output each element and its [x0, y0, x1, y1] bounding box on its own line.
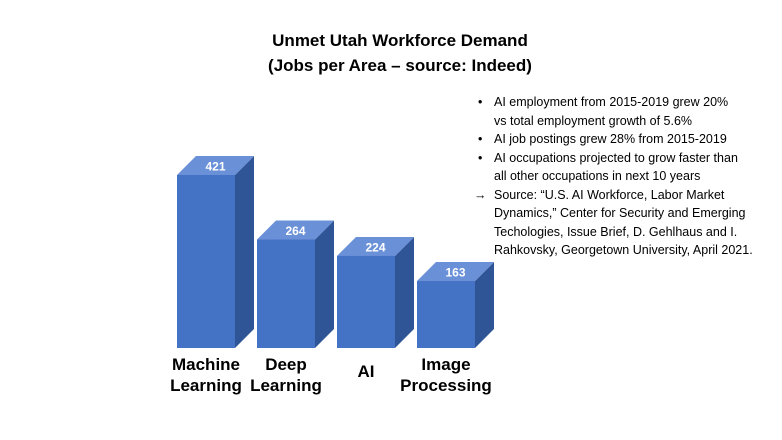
notes-list: • AI employment from 2015-2019 grew 20% v…	[474, 93, 774, 260]
category-label: Image	[421, 355, 470, 374]
category-label: Learning	[170, 376, 242, 395]
category-label: AI	[358, 362, 375, 381]
note-item: • AI employment from 2015-2019 grew 20% v…	[474, 93, 774, 130]
category-label: Machine	[172, 355, 240, 374]
bar-value-label: 224	[365, 240, 385, 254]
bar-top	[337, 236, 414, 256]
bar	[417, 281, 475, 348]
bar-side	[395, 236, 414, 348]
bar-side	[475, 262, 494, 348]
bar-side	[235, 156, 254, 348]
category-label: Deep	[265, 355, 307, 374]
bar-top	[257, 220, 334, 240]
bullet-icon: •	[478, 150, 483, 165]
bar-value-label: 264	[285, 224, 305, 238]
arrow-icon: →	[474, 187, 487, 202]
bar-side	[315, 220, 334, 348]
bar	[257, 239, 315, 348]
category-label: Learning	[250, 376, 322, 395]
chart-title-block: Unmet Utah Workforce Demand (Jobs per Ar…	[200, 28, 600, 78]
note-text: AI occupations projected to grow faster …	[494, 150, 738, 184]
bar-value-label: 163	[445, 266, 465, 280]
note-text: Source: “U.S. AI Workforce, Labor Market…	[494, 187, 753, 258]
bar-top	[417, 262, 494, 282]
bullet-icon: •	[478, 132, 483, 146]
note-item: • AI job postings grew 28% from 2015-2019	[474, 130, 774, 149]
bar-top	[177, 156, 254, 175]
note-item: → Source: “U.S. AI Workforce, Labor Marke…	[474, 186, 774, 260]
chart-subtitle: (Jobs per Area – source: Indeed)	[268, 56, 532, 75]
note-text: AI job postings grew 28% from 2015-2019	[494, 132, 727, 146]
bullet-icon: •	[478, 95, 483, 109]
bar	[337, 255, 395, 348]
bar-value-label: 421	[205, 160, 225, 174]
note-text: AI employment from 2015-2019 grew 20% vs…	[494, 95, 729, 128]
bar	[177, 175, 235, 348]
category-label: Processing	[400, 376, 492, 395]
chart-title: Unmet Utah Workforce Demand	[272, 31, 528, 50]
note-item: • AI occupations projected to grow faster…	[474, 149, 774, 186]
